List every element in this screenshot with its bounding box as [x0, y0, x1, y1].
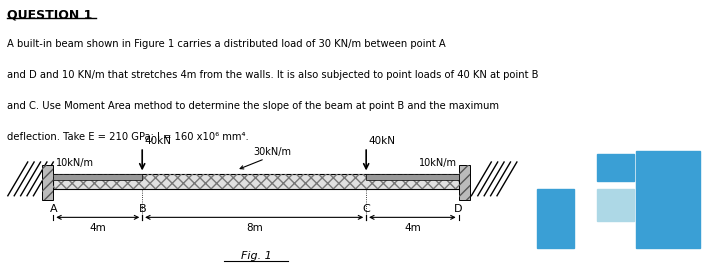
Text: D: D: [454, 204, 463, 214]
Bar: [366, 174, 459, 180]
Text: 8m: 8m: [246, 223, 262, 233]
Bar: [597, 154, 634, 181]
Text: Fig. 1: Fig. 1: [240, 251, 272, 261]
Bar: [537, 189, 574, 248]
Bar: [53, 174, 459, 189]
Bar: [459, 165, 470, 200]
Text: B: B: [139, 204, 146, 214]
Text: A: A: [50, 204, 57, 214]
Text: 30kN/m: 30kN/m: [253, 147, 291, 157]
Text: and D and 10 KN/m that stretches 4m from the walls. It is also subjected to poin: and D and 10 KN/m that stretches 4m from…: [7, 70, 539, 80]
Text: and C. Use Moment Area method to determine the slope of the beam at point B and : and C. Use Moment Area method to determi…: [7, 101, 499, 111]
Bar: [53, 174, 459, 189]
Text: deflection. Take E = 210 GPa; I = 160 x10⁶ mm⁴.: deflection. Take E = 210 GPa; I = 160 x1…: [7, 132, 249, 142]
Bar: [636, 151, 700, 248]
Text: 40kN: 40kN: [368, 136, 395, 146]
Text: 10kN/m: 10kN/m: [419, 158, 456, 168]
Text: 4m: 4m: [90, 223, 106, 233]
Bar: [53, 174, 142, 180]
Text: 40kN: 40kN: [144, 136, 171, 146]
Bar: [597, 189, 634, 221]
Text: 10kN/m: 10kN/m: [55, 158, 93, 168]
Text: QUESTION 1: QUESTION 1: [7, 8, 92, 21]
Bar: [42, 165, 53, 200]
Text: C: C: [363, 204, 370, 214]
Bar: [42, 165, 53, 200]
Text: 4m: 4m: [404, 223, 421, 233]
Text: A built-in beam shown in Figure 1 carries a distributed load of 30 KN/m between : A built-in beam shown in Figure 1 carrie…: [7, 39, 446, 49]
Bar: [459, 165, 470, 200]
